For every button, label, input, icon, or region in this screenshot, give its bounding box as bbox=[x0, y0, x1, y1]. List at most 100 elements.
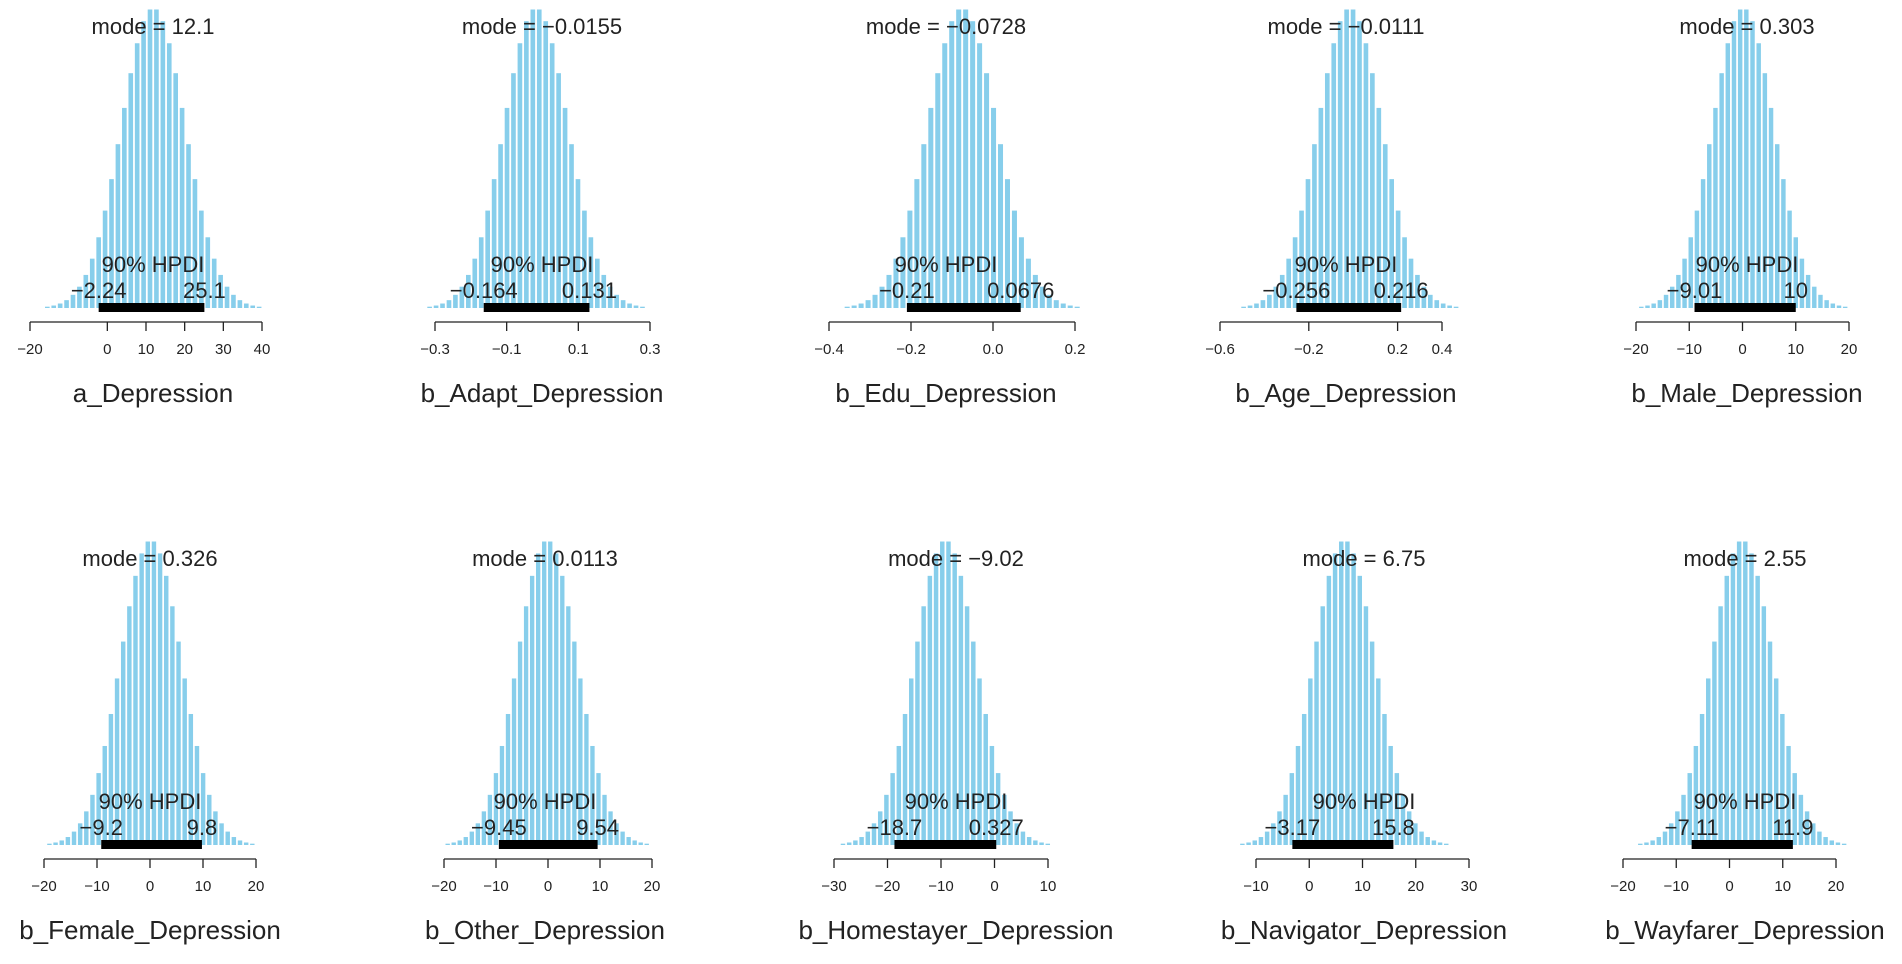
x-tick-label: 0 bbox=[146, 878, 154, 895]
histogram-bar bbox=[517, 641, 523, 845]
histogram-bar bbox=[1681, 794, 1686, 845]
histogram-bar bbox=[896, 745, 902, 845]
histogram-bar bbox=[53, 842, 58, 845]
histogram-bar bbox=[942, 43, 948, 308]
histogram-bar bbox=[1318, 107, 1324, 308]
histogram-bar bbox=[134, 43, 140, 308]
histogram-bar bbox=[1829, 840, 1835, 845]
histogram-bar bbox=[1744, 9, 1749, 308]
histogram-bar bbox=[1357, 575, 1362, 845]
x-tick-label: −0.1 bbox=[492, 341, 522, 358]
histogram-bar bbox=[940, 541, 945, 845]
x-tick-label: 10 bbox=[1787, 341, 1804, 358]
x-tick-label: 0 bbox=[103, 341, 111, 358]
histogram-bar bbox=[935, 73, 941, 308]
x-tick-label: −20 bbox=[875, 878, 900, 895]
histogram-bar bbox=[1277, 811, 1282, 845]
histogram-bar bbox=[469, 831, 474, 845]
histogram-bar bbox=[250, 843, 255, 845]
histogram-bar bbox=[481, 811, 487, 845]
histogram-bar bbox=[602, 794, 607, 845]
histogram-bar bbox=[1283, 794, 1288, 845]
hpdi-interval-bar bbox=[1691, 840, 1793, 849]
histogram-bar bbox=[543, 21, 549, 308]
histogram-bar bbox=[192, 179, 198, 308]
histogram-bar bbox=[427, 306, 432, 308]
histogram-bar bbox=[949, 21, 955, 308]
x-tick-label: 10 bbox=[1040, 878, 1057, 895]
histogram-bar bbox=[1842, 306, 1848, 308]
histogram-bar bbox=[1389, 179, 1394, 308]
histogram-bar bbox=[1687, 773, 1692, 845]
histogram-bar bbox=[243, 303, 249, 308]
histogram-bar bbox=[1730, 553, 1736, 845]
histogram-bar bbox=[122, 107, 127, 308]
histogram-bar bbox=[237, 840, 243, 845]
x-axis-title: b_Female_Depression bbox=[19, 915, 281, 945]
histogram-bar bbox=[1376, 107, 1382, 308]
histogram-bar bbox=[542, 541, 547, 845]
histogram-bar bbox=[517, 43, 523, 308]
histogram-bar bbox=[504, 107, 510, 308]
histogram-bar bbox=[1305, 179, 1311, 308]
histogram-bar bbox=[1406, 811, 1412, 845]
x-tick-label: 20 bbox=[1841, 341, 1858, 358]
histogram-bar bbox=[983, 713, 988, 845]
histogram-bar bbox=[1835, 842, 1841, 845]
hpdi-interval-bar bbox=[1292, 840, 1394, 849]
histogram-bar bbox=[902, 713, 908, 845]
histogram-bar bbox=[1331, 43, 1337, 308]
x-tick-label: −10 bbox=[928, 878, 953, 895]
histogram-bar bbox=[127, 606, 132, 845]
histogram-bar bbox=[213, 811, 218, 845]
histogram-bar bbox=[1039, 286, 1045, 308]
histogram-bar bbox=[620, 300, 626, 308]
histogram-bar bbox=[1402, 237, 1407, 308]
hpdi-label: 90% HPDI bbox=[895, 252, 998, 277]
histogram-bar bbox=[886, 274, 892, 308]
histogram-bar bbox=[1289, 773, 1295, 845]
histogram-bar bbox=[64, 300, 69, 308]
x-axis-title: b_Wayfarer_Depression bbox=[1605, 915, 1884, 945]
histogram-bar bbox=[466, 274, 471, 308]
histogram-bar bbox=[556, 73, 561, 308]
histogram-bar bbox=[1824, 300, 1829, 308]
histogram-bar bbox=[1724, 575, 1729, 845]
histogram-bar bbox=[1324, 73, 1330, 308]
histogram-bar bbox=[851, 305, 857, 308]
histogram-bar bbox=[549, 43, 555, 308]
histogram-bar bbox=[569, 144, 574, 308]
x-tick-label: 0 bbox=[1738, 341, 1746, 358]
histogram-bar bbox=[1657, 300, 1663, 308]
histogram-bar bbox=[487, 794, 493, 845]
hpdi-interval-bar bbox=[498, 840, 598, 849]
x-axis-title: b_Age_Depression bbox=[1235, 378, 1456, 408]
histogram-bar bbox=[199, 210, 204, 308]
histogram-bar bbox=[1271, 823, 1276, 845]
histogram-bar bbox=[1258, 837, 1264, 845]
histogram-bar bbox=[971, 641, 976, 845]
histogram-bar bbox=[151, 541, 157, 845]
histogram-bar bbox=[166, 43, 172, 308]
x-tick-label: −0.6 bbox=[1205, 341, 1235, 358]
histogram-bar bbox=[1440, 303, 1446, 308]
histogram-bar bbox=[1693, 745, 1699, 845]
histogram-bar bbox=[219, 823, 224, 845]
histogram-bar bbox=[626, 837, 631, 845]
histogram-bar bbox=[1254, 303, 1259, 308]
histogram-bar bbox=[45, 306, 50, 308]
histogram-bar bbox=[554, 553, 559, 845]
histogram-bar bbox=[900, 237, 906, 308]
histogram-bar bbox=[991, 107, 997, 308]
histogram-bar bbox=[141, 21, 146, 308]
histogram-bar bbox=[1431, 840, 1437, 845]
hpdi-interval-bar bbox=[1694, 303, 1796, 312]
histogram-bar bbox=[1786, 745, 1791, 845]
histogram-bar bbox=[472, 258, 478, 308]
histogram-bar bbox=[1260, 300, 1266, 308]
histogram-bar bbox=[96, 773, 101, 845]
histogram-bar bbox=[840, 843, 846, 845]
x-tick-label: −20 bbox=[17, 341, 42, 358]
histogram-bar bbox=[1700, 179, 1706, 308]
histogram-bar bbox=[1668, 823, 1674, 845]
